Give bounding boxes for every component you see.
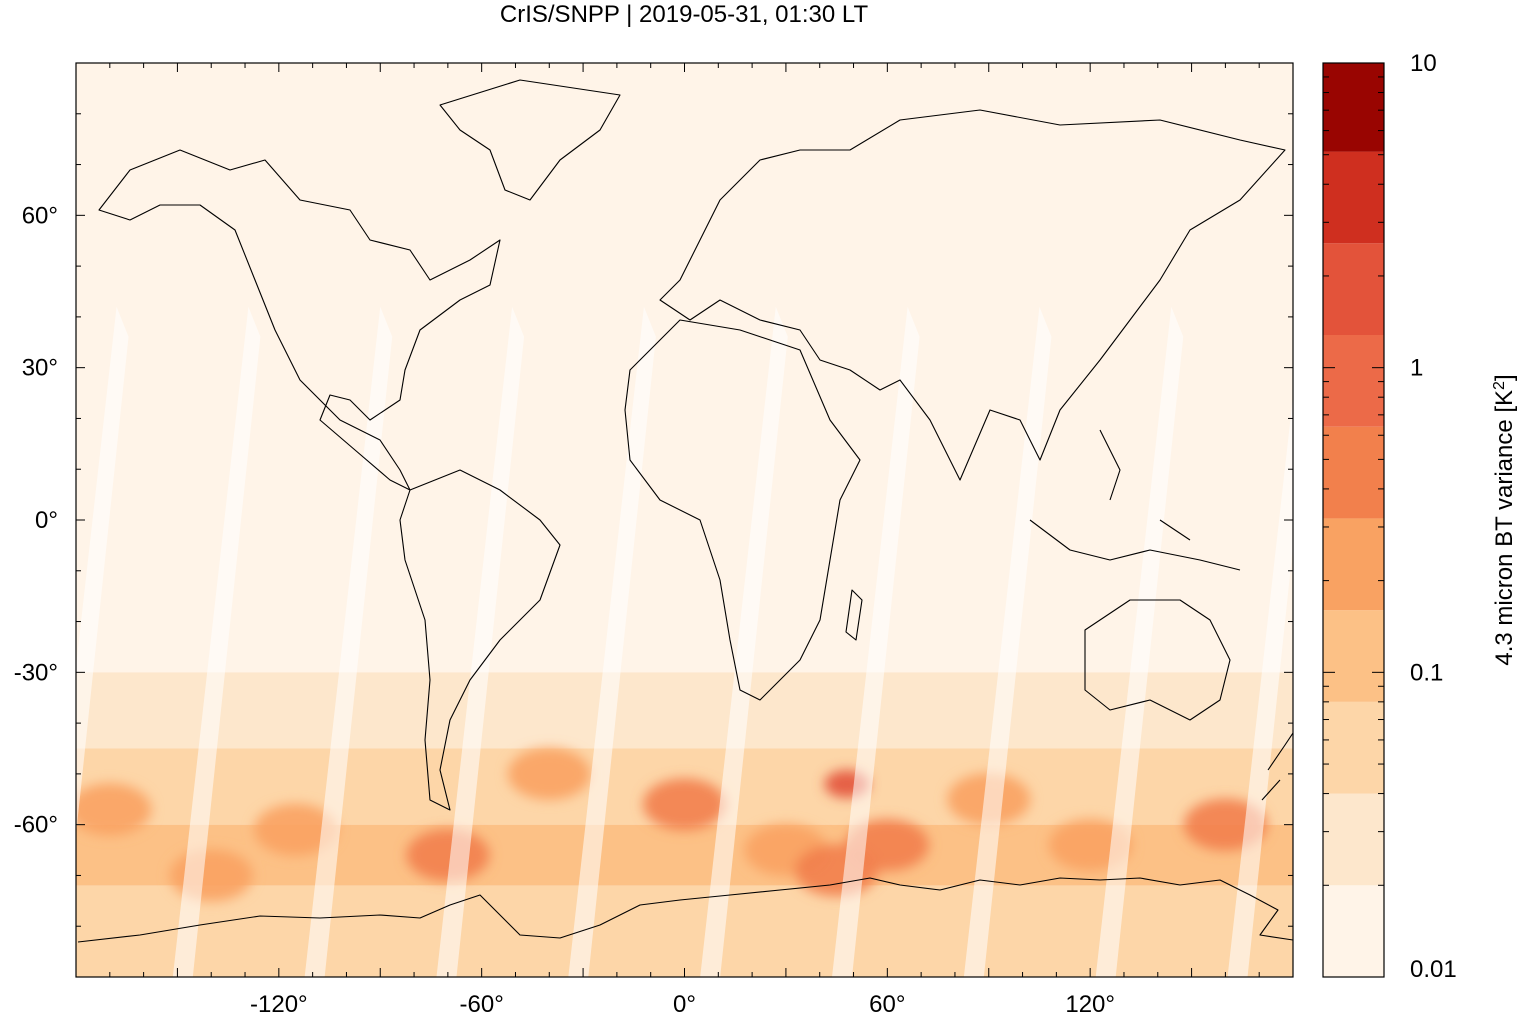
swath-gap-1 [172, 306, 261, 977]
colorbar-frame [1322, 62, 1385, 978]
chart-title: CrIS/SNPP | 2019-05-31, 01:30 LT [500, 1, 869, 28]
variance-hotspot-9 [507, 747, 591, 800]
variance-hotspot-12 [795, 844, 879, 897]
y-tick-labels: 60° 30° 0° -30° -60° [14, 202, 58, 838]
swath-gaps [76, 306, 1293, 977]
coastline-greenland [439, 79, 621, 201]
coastline-north-america [98, 149, 501, 491]
colorbar-level-1 [1323, 793, 1384, 886]
x-tick-label: 120° [1065, 991, 1115, 1018]
x-tick-label: 60° [869, 991, 905, 1018]
colorbar-level-4 [1323, 518, 1384, 611]
y-tick-label: -60° [14, 812, 58, 839]
colorbar-levels [1323, 63, 1384, 977]
y-tick-label: 60° [22, 202, 58, 229]
x-tick-label: -120° [250, 991, 308, 1018]
swath-gap-5 [700, 306, 788, 977]
colorbar-level-9 [1323, 63, 1384, 152]
map-ticks [75, 62, 1294, 978]
coastline-australia [1084, 599, 1231, 721]
colorbar-tick-label: 0.1 [1410, 659, 1443, 686]
colorbar-tick-label: 1 [1410, 355, 1423, 382]
variance-band-0 [76, 63, 1293, 673]
colorbar-level-0 [1323, 885, 1384, 977]
map-plot-area [76, 63, 1293, 977]
x-tick-label: -60° [460, 991, 504, 1018]
colorbar-level-3 [1323, 610, 1384, 702]
variance-hotspot-11 [169, 849, 253, 902]
colorbar-level-5 [1323, 426, 1384, 519]
coastline-new-zealand [1261, 732, 1293, 801]
variance-band-1 [76, 672, 1293, 749]
colorbar-tick-label: 0.01 [1410, 956, 1457, 983]
y-tick-label: 30° [22, 355, 58, 382]
coastline-madagascar [845, 589, 863, 641]
variance-hotspot-5 [76, 783, 152, 836]
colorbar-level-2 [1323, 701, 1384, 794]
coastline-eurasia [659, 109, 1286, 481]
swath-gap-4 [568, 306, 656, 977]
colorbar-level-7 [1323, 243, 1384, 336]
coastline-south-america [399, 469, 561, 811]
colorbar-tick-label: 10 [1410, 50, 1437, 77]
y-tick-label: 0° [35, 507, 58, 534]
swath-gap-7 [963, 306, 1052, 977]
variance-band-4 [76, 885, 1293, 977]
variance-hotspot-1 [642, 778, 727, 831]
swath-gap-3 [436, 306, 525, 977]
colorbar-label: 4.3 micron BT variance [K2] [1491, 374, 1519, 665]
colorbar-ticks [1323, 62, 1384, 978]
coastlines [77, 79, 1293, 943]
y-tick-label: -30° [14, 659, 58, 686]
colorbar-level-6 [1323, 335, 1384, 427]
x-tick-labels: -120° -60° 0° 60° 120° [250, 991, 1115, 1018]
swath-gap-6 [832, 306, 920, 977]
variance-hotspot-2 [406, 829, 490, 882]
colorbar: 0.01 0.1 1 10 4.3 micron BT variance [K2] [1322, 50, 1519, 983]
swath-gap-0 [76, 306, 129, 835]
variance-hotspots [76, 747, 1267, 902]
swath-gap-8 [1095, 306, 1184, 977]
colorbar-level-8 [1323, 151, 1384, 244]
x-tick-label: 0° [673, 991, 696, 1018]
variance-hotspot-6 [254, 803, 338, 856]
colorbar-tick-labels: 0.01 0.1 1 10 [1410, 50, 1457, 983]
swath-gap-2 [304, 306, 393, 977]
coastline-indonesia [1029, 429, 1241, 571]
coastline-africa [624, 319, 861, 701]
coastline-antarctica [77, 877, 1293, 943]
